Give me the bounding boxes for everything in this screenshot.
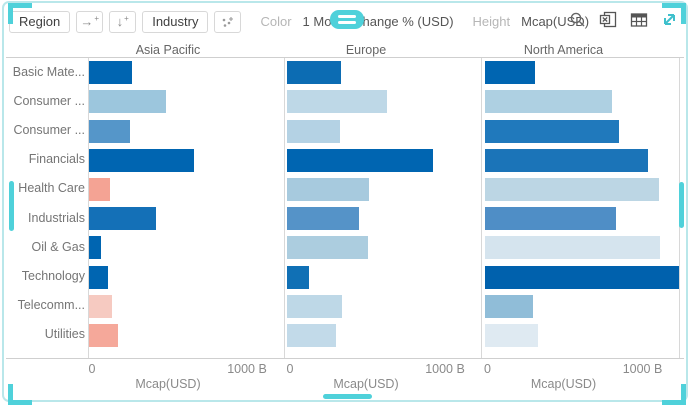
x-tick-zero: 0 [484,362,491,376]
breakdown-toolbar: Region → + ↓ + Industry Color 1 Month Chan… [9,10,589,33]
bar[interactable] [287,61,342,85]
bar[interactable] [89,323,119,347]
scatter-plus-icon [223,16,234,27]
bar[interactable] [484,207,617,231]
bar[interactable] [89,90,166,114]
arrow-right-plus-icon: → [80,14,94,29]
x-tick-1000b: 1000 B [622,362,663,376]
category-label: Consumer ... [13,122,85,137]
bar[interactable] [484,90,612,114]
category-label: Consumer ... [13,93,85,108]
bar[interactable] [89,236,101,260]
bar[interactable] [484,148,648,172]
expand-diagonal-icon[interactable] [661,11,678,28]
panel-title: Asia Pacific [135,43,201,57]
panel-border-line [88,58,89,358]
bar[interactable] [484,61,535,85]
category-label: Technology [21,268,85,283]
x-axis-line [6,358,684,359]
bar[interactable] [287,177,369,201]
bar[interactable] [484,236,661,260]
panel-title: Europe [345,43,387,57]
corner-marker-top-left [8,3,32,24]
bar[interactable] [484,119,619,143]
x-axis-title: Mcap(USD) [530,377,597,391]
x-tick-1000b: 1000 B [227,362,267,376]
category-label: Telecomm... [17,298,85,313]
left-scrollbar-thumb[interactable] [9,181,14,231]
category-label: Industrials [28,210,85,225]
window-actions [569,11,678,28]
window-drag-handle[interactable] [330,10,364,29]
bar[interactable] [89,119,130,143]
bottom-scrollbar-thumb[interactable] [323,394,372,399]
bar[interactable] [484,265,679,289]
bar[interactable] [89,294,112,318]
corner-marker-top-right [662,3,686,24]
industry-breakdown-button[interactable]: Industry [142,10,209,33]
bar[interactable] [287,207,360,231]
region-breakdown-button[interactable]: Region [9,10,71,33]
table-grid-icon[interactable] [630,12,648,28]
corner-marker-bottom-left [8,384,32,405]
bar[interactable] [484,294,534,318]
corner-marker-bottom-right [662,384,686,405]
x-tick-1000b: 1000 B [425,362,465,376]
x-tick-zero: 0 [286,362,294,376]
bar[interactable] [287,236,368,260]
category-label: Health Care [18,181,85,196]
panel-border-line [283,58,285,358]
bar[interactable] [484,177,659,201]
bar[interactable] [287,90,387,114]
bar[interactable] [89,265,108,289]
arrow-down-plus-icon: ↓ [116,14,124,29]
bar[interactable] [287,148,433,172]
search-icon[interactable] [569,11,586,28]
excel-export-icon[interactable] [599,11,617,28]
x-axis-title: Mcap(USD) [333,377,399,391]
add-scatter-breakdown-button[interactable] [214,10,242,33]
x-tick-zero: 0 [88,362,96,376]
panel-title: North America [523,43,604,57]
height-encoding-label: Height [472,14,511,29]
add-column-breakdown-button[interactable]: → + [76,10,104,33]
bar[interactable] [89,177,111,201]
category-label: Oil & Gas [31,239,86,254]
category-label: Utilities [44,327,85,342]
bar[interactable] [287,265,309,289]
right-scrollbar-thumb[interactable] [679,182,684,228]
category-label: Financials [28,152,85,167]
bar[interactable] [287,323,336,347]
bar[interactable] [89,207,156,231]
panel-border-line [481,58,482,358]
bar[interactable] [287,119,341,143]
add-row-breakdown-button[interactable]: ↓ + [109,10,137,33]
bar[interactable] [484,323,538,347]
plot-top-border [6,57,684,58]
color-encoding-label: Color [260,14,292,29]
bar[interactable] [89,61,133,85]
bar[interactable] [89,148,195,172]
bar[interactable] [287,294,342,318]
x-axis-title: Mcap(USD) [135,377,201,391]
color-encoding-value[interactable]: 1 Month Change % (USD) [302,14,454,29]
category-label: Basic Mate... [12,64,85,79]
